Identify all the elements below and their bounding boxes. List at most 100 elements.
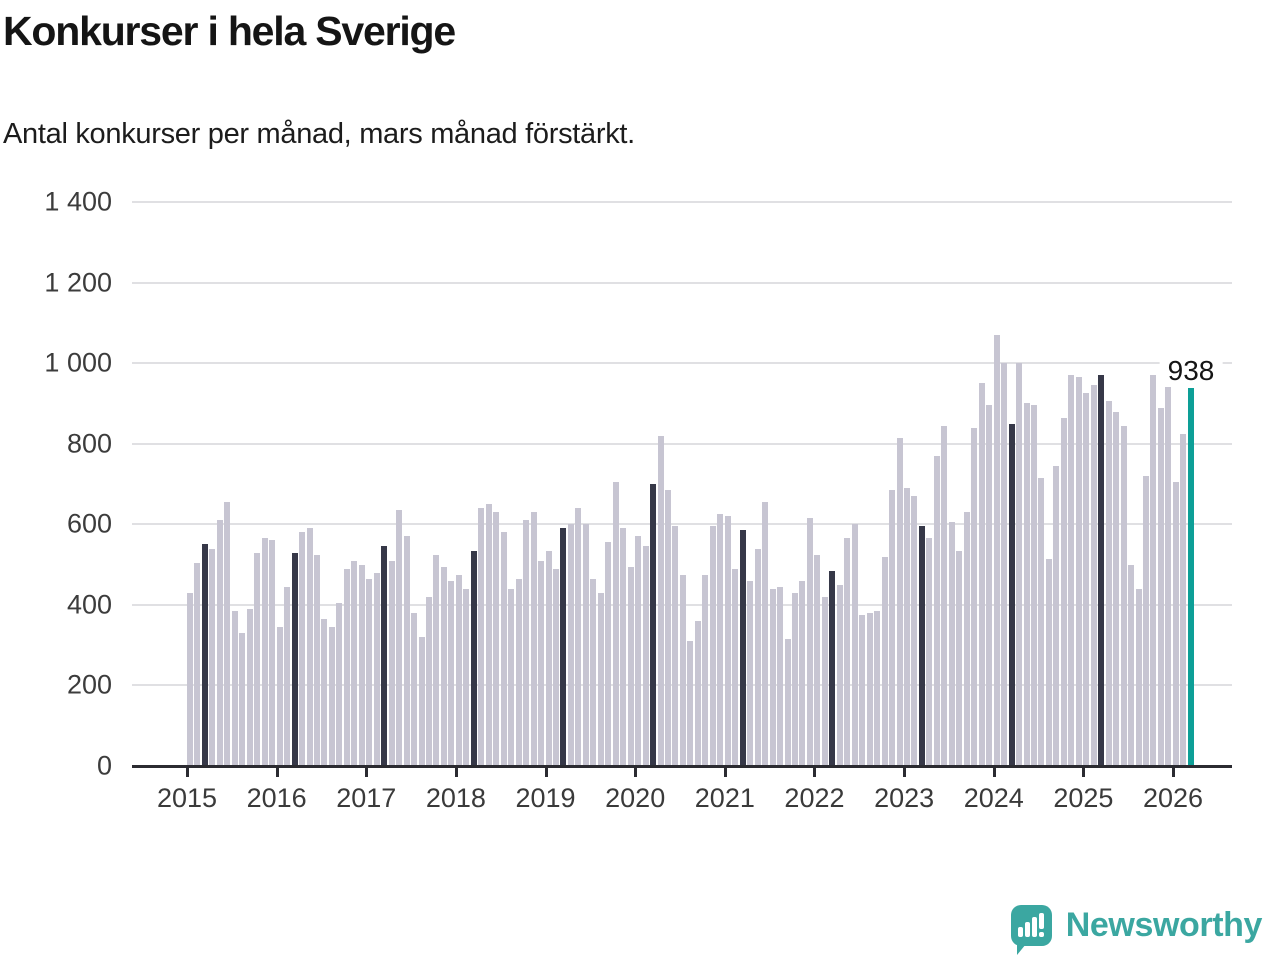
- x-axis-tick: [634, 768, 638, 777]
- bar: [612, 482, 619, 766]
- bar: [254, 552, 261, 766]
- newsworthy-logo-icon: [1010, 905, 1052, 955]
- bar: [313, 554, 320, 766]
- bar: [209, 548, 216, 766]
- bar-latest-march: [1187, 388, 1194, 766]
- bar: [485, 504, 492, 766]
- bar: [1135, 588, 1142, 766]
- bar: [717, 514, 724, 766]
- exclamation-dot-icon: [1038, 932, 1044, 937]
- bar: [1030, 405, 1037, 766]
- bar: [1120, 425, 1127, 766]
- x-axis-tick: [365, 768, 369, 777]
- y-axis-label: 1 000: [44, 347, 112, 378]
- bar: [978, 383, 985, 766]
- bar: [448, 580, 455, 766]
- bar: [709, 526, 716, 766]
- x-axis-year-label: 2019: [515, 783, 576, 813]
- bar: [769, 588, 776, 766]
- bar: [687, 641, 694, 766]
- chart-subtitle: Antal konkurser per månad, mars månad fö…: [3, 118, 635, 150]
- bar: [567, 524, 574, 766]
- x-axis-year-label: 2020: [605, 783, 666, 813]
- bar: [523, 520, 530, 766]
- bar: [455, 574, 462, 766]
- x-axis-year-label: 2017: [336, 783, 397, 813]
- bar: [881, 556, 888, 766]
- bar: [366, 578, 373, 766]
- bar: [821, 596, 828, 766]
- bar: [777, 586, 784, 766]
- bar: [358, 564, 365, 766]
- x-axis-tick: [813, 768, 817, 777]
- y-axis-label: 600: [66, 508, 112, 539]
- bar: [1180, 433, 1187, 766]
- bar: [597, 592, 604, 766]
- bar: [284, 586, 291, 766]
- x-axis-year-label: 2025: [1053, 783, 1114, 813]
- bar-march: [650, 484, 657, 766]
- bar: [1001, 363, 1008, 766]
- y-axis-label: 1 400: [44, 186, 112, 217]
- bar: [590, 578, 597, 766]
- bar: [343, 568, 350, 766]
- bar: [971, 427, 978, 766]
- x-axis-year-label: 2015: [156, 783, 218, 813]
- bar: [866, 612, 873, 766]
- bar: [478, 508, 485, 766]
- bar: [328, 627, 335, 766]
- x-axis-year-label: 2022: [784, 783, 845, 813]
- bar-march: [829, 570, 836, 766]
- x-axis-tick: [903, 768, 907, 777]
- bar: [844, 538, 851, 766]
- bar: [530, 512, 537, 766]
- x-axis-tick: [1172, 768, 1176, 777]
- x-axis-tick: [723, 768, 727, 777]
- bar: [269, 540, 276, 766]
- bar-chart-icon: [1031, 917, 1037, 937]
- bar: [224, 502, 231, 766]
- bar: [351, 560, 358, 766]
- speech-bubble-tail-icon: [1016, 944, 1026, 955]
- bar: [336, 602, 343, 766]
- bar: [440, 566, 447, 766]
- bar: [702, 574, 709, 766]
- bar-march: [470, 550, 477, 766]
- bar: [1045, 558, 1052, 766]
- y-axis-label: 0: [96, 750, 112, 781]
- y-axis-label: 800: [66, 428, 112, 459]
- bar: [239, 633, 246, 766]
- exclamation-icon: [1038, 913, 1044, 929]
- bar: [321, 619, 328, 766]
- bar: [941, 425, 948, 766]
- bar: [261, 538, 268, 766]
- bar: [754, 548, 761, 766]
- gridline: [132, 362, 1232, 365]
- x-axis-tick: [275, 768, 279, 777]
- bar: [896, 437, 903, 766]
- bar: [493, 512, 500, 766]
- bar: [306, 528, 313, 766]
- bar: [926, 538, 933, 766]
- bar: [1150, 375, 1157, 766]
- bar: [806, 518, 813, 766]
- x-axis-year-label: 2024: [963, 783, 1024, 813]
- bar-chart-icon: [1017, 927, 1023, 937]
- bar: [657, 435, 664, 766]
- bar: [1023, 403, 1030, 766]
- bar: [986, 405, 993, 766]
- bar: [836, 584, 843, 766]
- bar-march: [201, 544, 208, 766]
- bar: [433, 554, 440, 766]
- bar-march: [1008, 423, 1015, 766]
- bar: [582, 524, 589, 766]
- bar-march: [918, 526, 925, 766]
- bar: [231, 610, 238, 766]
- x-axis-line: [132, 765, 1232, 768]
- x-axis-year-label: 2023: [874, 783, 935, 813]
- bar: [1165, 383, 1172, 766]
- bar: [463, 588, 470, 766]
- y-axis-label: 200: [66, 669, 112, 700]
- bar: [373, 572, 380, 766]
